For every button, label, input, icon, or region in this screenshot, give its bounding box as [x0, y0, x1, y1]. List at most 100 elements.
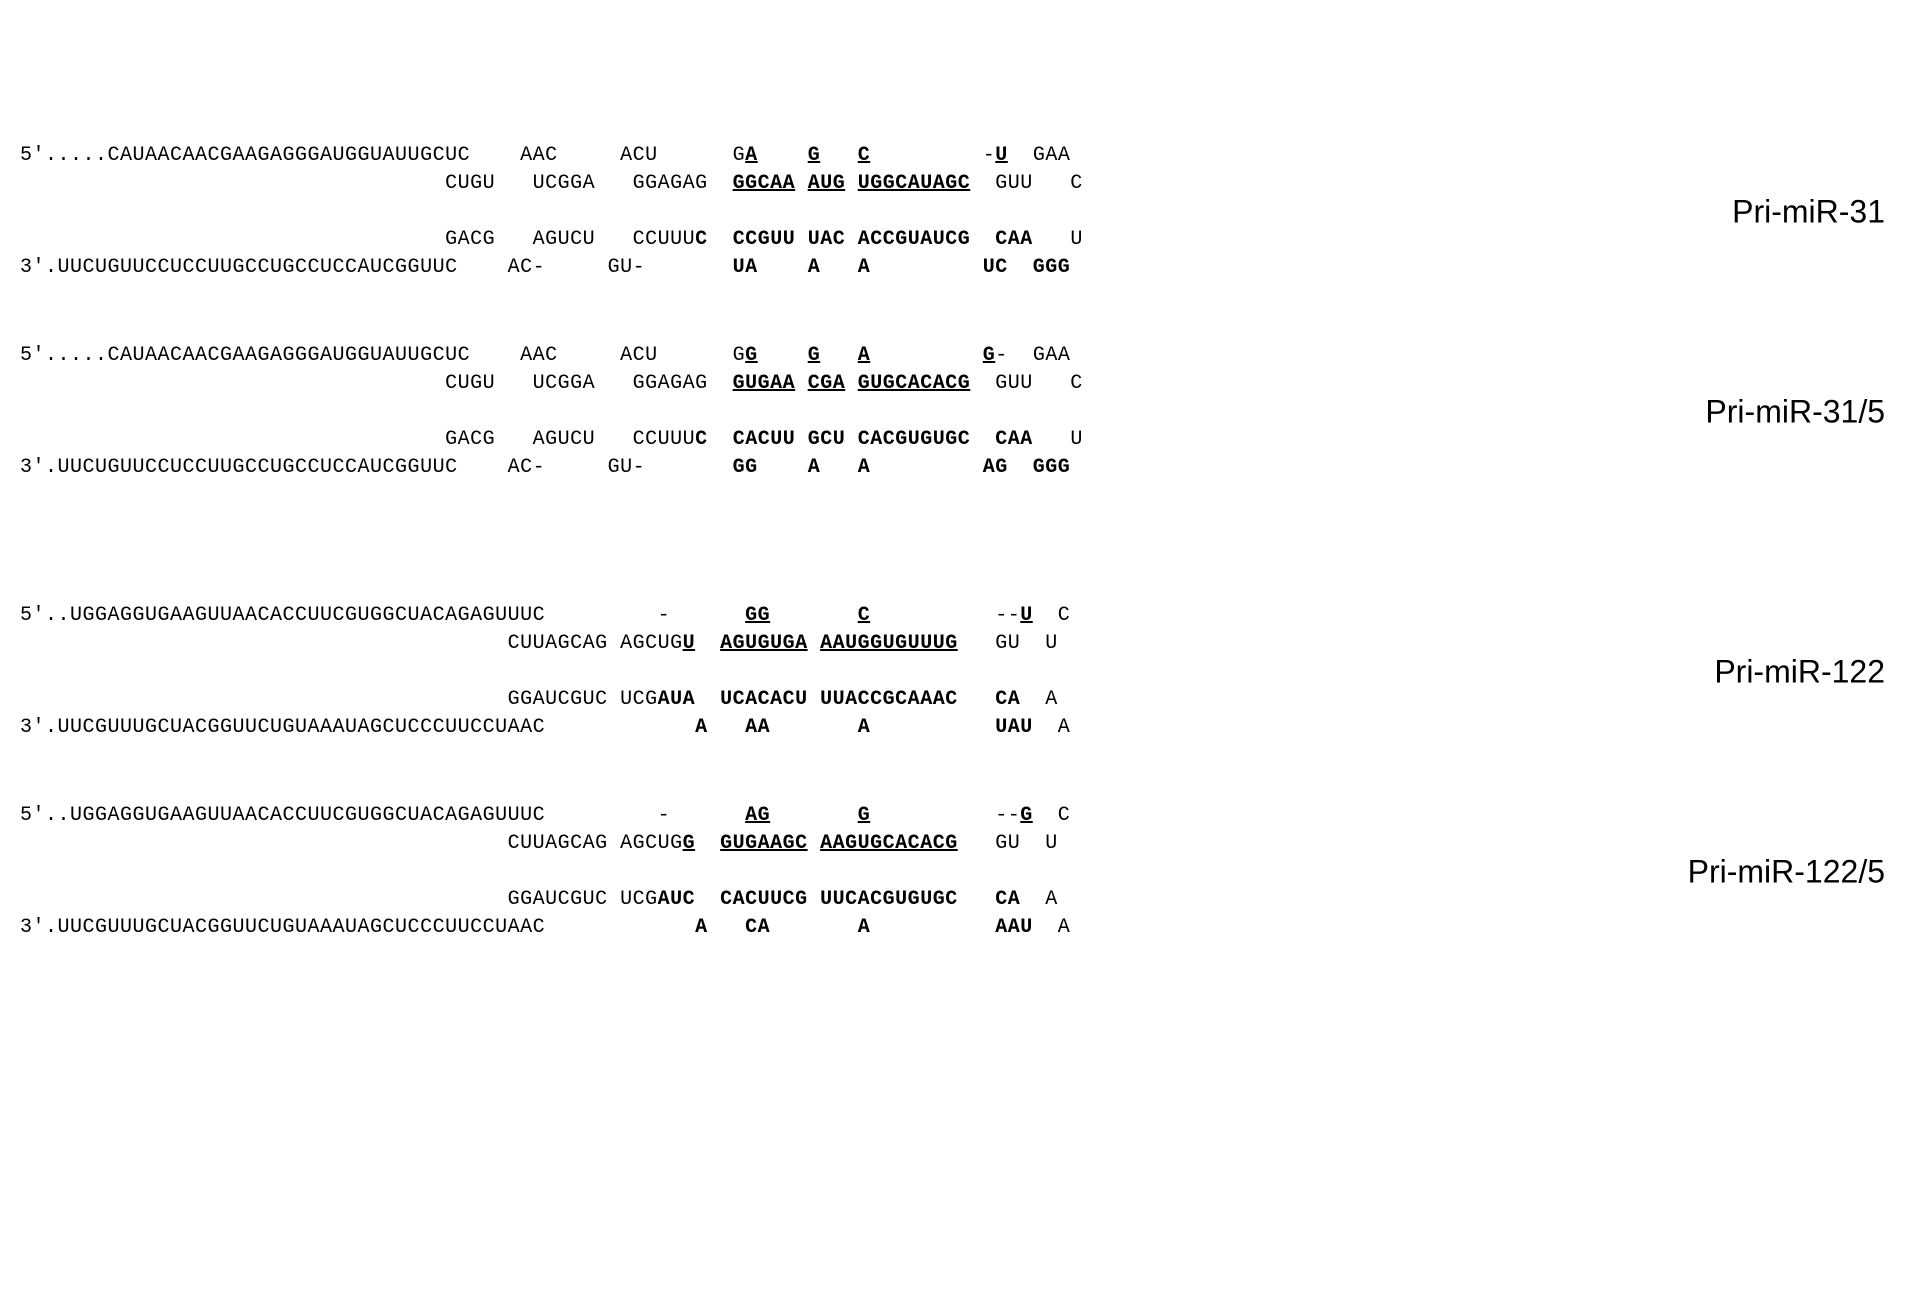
seq-segment: [695, 832, 720, 855]
seq-segment: [545, 604, 658, 627]
seq-segment: GAA: [1008, 344, 1071, 367]
seq-segment: GU-: [608, 456, 646, 479]
seq-segment: [1008, 456, 1033, 479]
seq-segment: GAA: [1008, 144, 1071, 167]
seq-segment: [470, 344, 520, 367]
seq-segment: [595, 372, 633, 395]
seq-segment: G: [858, 804, 871, 827]
seq-segment: G: [808, 144, 821, 167]
seq-segment: AA: [745, 716, 770, 739]
structure-pri-mir-122: 5'..UGGAGGUGAAGUUAACACCUUCGUGGCUACAGAGUU…: [20, 602, 1885, 742]
seq-segment: AC-: [508, 256, 546, 279]
seq-segment: UUCACGUGUGC: [820, 888, 958, 911]
seq-segment: A: [1020, 888, 1058, 911]
seq-segment: -: [995, 344, 1008, 367]
seq-segment: [870, 144, 983, 167]
seq-segment: -: [983, 144, 996, 167]
seq-segment: GGG: [1033, 256, 1071, 279]
seq-segment: CA: [995, 888, 1020, 911]
sequence-diagram-container: 5'.....CAUAACAACGAAGAGGGAUGGUAUUGCUC AAC…: [20, 142, 1885, 942]
seq-segment: [870, 604, 995, 627]
seq-segment: ACCGUAUCG: [858, 228, 971, 251]
seq-segment: [545, 916, 695, 939]
seq-segment: [708, 916, 746, 939]
seq-segment: CA: [995, 688, 1020, 711]
seq-segment: [970, 428, 995, 451]
seq-segment: AAU: [995, 916, 1033, 939]
seq-segment: UGGCAUAGC: [858, 172, 971, 195]
seq-segment: GUU C: [970, 172, 1083, 195]
seq-segment: AAUGGUGUUUG: [820, 632, 958, 655]
seq-segment: A: [858, 716, 871, 739]
seq-segment: GU U: [958, 632, 1058, 655]
seq-segment: A: [695, 916, 708, 939]
sequence-row: 3'.UUCUGUUCCUCCUUGCCUGCCUCCAUCGGUUC AC- …: [20, 454, 1083, 482]
seq-segment: GU U: [958, 832, 1058, 855]
seq-segment: A: [695, 716, 708, 739]
seq-segment: UCGGA: [533, 372, 596, 395]
seq-segment: [808, 688, 821, 711]
seq-segment: [645, 256, 733, 279]
seq-segment: [820, 344, 858, 367]
sequence-row: GGAUCGUC UCGAUC CACUUCG UUCACGUGUGC CA A: [20, 886, 1070, 914]
structure-label: Pri-miR-31/5: [1705, 390, 1885, 435]
row-prefix: 5'.....CAUAACAACGAAGAGGGAUGGUAUUGCUC: [20, 144, 470, 167]
seq-segment: CAA: [995, 228, 1033, 251]
seq-segment: [558, 144, 621, 167]
seq-segment: [870, 344, 983, 367]
seq-segment: [870, 256, 983, 279]
seq-segment: [708, 228, 733, 251]
seq-segment: A: [858, 344, 871, 367]
structure-label: Pri-miR-122: [1714, 650, 1885, 695]
seq-segment: -: [658, 804, 671, 827]
seq-segment: GG: [733, 456, 758, 479]
seq-segment: ACU: [620, 344, 658, 367]
seq-segment: [870, 716, 995, 739]
sequence-row: 5'.....CAUAACAACGAAGAGGGAUGGUAUUGCUC A AC…: [20, 342, 1083, 370]
row-prefix: 5'.....CAUAACAACGAAGAGGGAUGGUAUUGCUC: [20, 344, 470, 367]
seq-segment: [458, 256, 508, 279]
seq-segment: [20, 660, 33, 683]
sequence-row: [20, 398, 1083, 426]
sequence-row: 3'.UUCGUUUGCUACGGUUCUGUAAAUAGCUCCCUUCCUA…: [20, 914, 1070, 942]
seq-segment: [708, 716, 746, 739]
seq-segment: G: [683, 832, 696, 855]
seq-segment: [20, 860, 33, 883]
seq-segment: U: [995, 144, 1008, 167]
seq-segment: [20, 200, 33, 223]
seq-segment: GGG: [1033, 456, 1071, 479]
seq-segment: CUUAGCAG AGCUG: [508, 632, 683, 655]
seq-segment: [595, 228, 633, 251]
row-prefix: [20, 688, 508, 711]
row-prefix: 5'..UGGAGGUGAAGUUAACACCUUCGUGGCUACAGAGUU…: [20, 604, 545, 627]
seq-segment: CCGUU: [733, 228, 796, 251]
seq-segment: A: [1033, 916, 1071, 939]
seq-segment: A: [808, 456, 821, 479]
seq-segment: -: [658, 604, 671, 627]
seq-segment: [845, 228, 858, 251]
seq-segment: [845, 172, 858, 195]
sequence-row: 3'.UUCUGUUCCUCCUUGCCUGCCUCCAUCGGUUC AC- …: [20, 254, 1083, 282]
seq-segment: [820, 256, 858, 279]
seq-segment: [870, 804, 995, 827]
seq-segment: [795, 172, 808, 195]
seq-segment: [708, 428, 733, 451]
seq-segment: [758, 144, 808, 167]
sequence-row: GACG AGUCU CCUUUC CACUU GCU CACGUGUGC CA…: [20, 426, 1083, 454]
seq-segment: AGUCU: [533, 428, 596, 451]
seq-segment: GGAGAG: [633, 172, 733, 195]
row-prefix: 3'.UUCGUUUGCUACGGUUCUGUAAAUAGCUCCCUUCCUA…: [20, 716, 545, 739]
seq-segment: [808, 888, 821, 911]
sequence-row: 5'..UGGAGGUGAAGUUAACACCUUCGUGGCUACAGAGUU…: [20, 602, 1070, 630]
sequence-row: GACG AGUCU CCUUUC CCGUU UAC ACCGUAUCG CA…: [20, 226, 1083, 254]
seq-segment: [545, 256, 608, 279]
seq-segment: A: [1020, 688, 1058, 711]
seq-segment: [845, 372, 858, 395]
sequence-row: [20, 858, 1070, 886]
sequence-row: [20, 198, 1083, 226]
seq-segment: [658, 344, 733, 367]
row-prefix: 3'.UUCUGUUCCUCCUUGCCUGCCUCCAUCGGUUC: [20, 256, 458, 279]
seq-segment: AAC: [520, 144, 558, 167]
seq-segment: UCGGA: [533, 172, 596, 195]
seq-segment: GGAUCGUC UCG: [508, 888, 658, 911]
